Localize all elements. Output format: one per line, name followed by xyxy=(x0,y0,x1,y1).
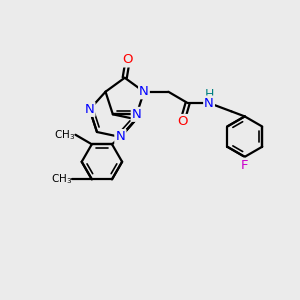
Text: N: N xyxy=(204,97,214,110)
Text: O: O xyxy=(122,53,133,66)
Text: S: S xyxy=(117,130,125,143)
Text: F: F xyxy=(241,159,248,172)
Text: N: N xyxy=(115,130,125,143)
Text: CH$_3$: CH$_3$ xyxy=(51,172,73,186)
Text: N: N xyxy=(85,103,94,116)
Text: O: O xyxy=(177,115,188,128)
Text: H: H xyxy=(204,88,214,101)
Text: N: N xyxy=(139,85,149,98)
Text: CH$_3$: CH$_3$ xyxy=(54,128,76,142)
Text: N: N xyxy=(132,108,142,121)
